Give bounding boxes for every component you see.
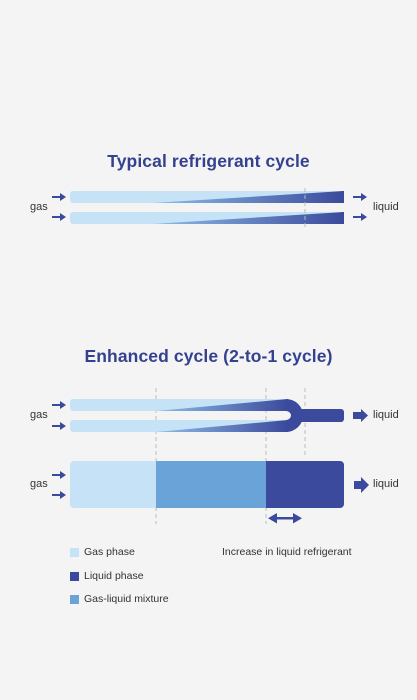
enhanced-block-outlet-arrow (354, 477, 369, 493)
typical-outlet-arrows (353, 193, 367, 221)
increase-double-arrow (268, 513, 302, 524)
typical-liquid-label: liquid (373, 201, 399, 213)
enhanced-tube-u-bend (286, 399, 303, 432)
legend-liquid-swatch (70, 572, 79, 581)
typical-tube-top-end (340, 191, 344, 203)
typical-gas-label: gas (30, 201, 48, 213)
legend-liquid-label: Liquid phase (84, 570, 144, 582)
block-mixture (156, 461, 266, 508)
enhanced-tube-inlet-arrows (52, 401, 66, 430)
enhanced-cycle-title: Enhanced cycle (2-to-1 cycle) (84, 346, 333, 366)
typical-tube-top-liquid (152, 191, 344, 203)
enhanced-outlet-pipe (296, 409, 344, 422)
typical-inlet-arrows (52, 193, 66, 221)
legend-mixture-label: Gas-liquid mixture (84, 593, 169, 605)
enhanced-block-inlet-arrows (52, 471, 66, 499)
enhanced-tube-upper-liquid (156, 399, 288, 411)
typical-tube-bottom-liquid (152, 212, 344, 224)
enhanced-tube-liquid-label: liquid (373, 409, 399, 421)
enhanced-tube-lower-liquid (156, 420, 288, 432)
enhanced-block-liquid-label: liquid (373, 478, 399, 490)
legend-mixture-swatch (70, 595, 79, 604)
enhanced-tube-outlet-arrow (353, 409, 368, 422)
block-liquid-phase (266, 461, 344, 508)
legend-gas-swatch (70, 548, 79, 557)
enhanced-block-gas-label: gas (30, 478, 48, 490)
typical-cycle-title: Typical refrigerant cycle (107, 151, 310, 171)
increase-liquid-note: Increase in liquid refrigerant (222, 546, 352, 558)
typical-tube-bottom-end (340, 212, 344, 224)
enhanced-tube-gas-label: gas (30, 409, 48, 421)
legend-gas-label: Gas phase (84, 546, 135, 558)
